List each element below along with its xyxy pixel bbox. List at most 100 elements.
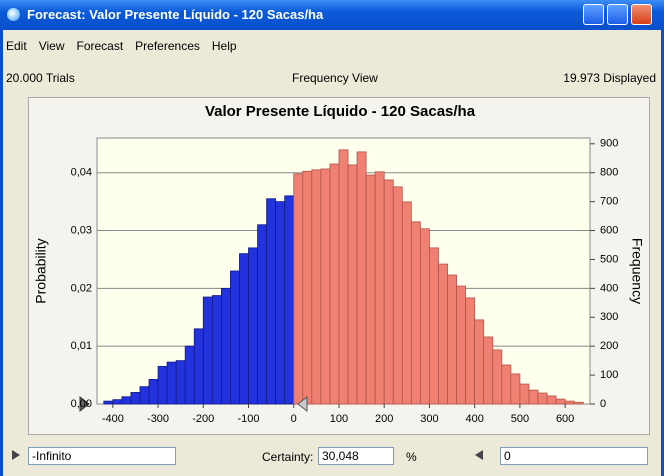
y2-tick-label: 0 [600, 398, 606, 410]
y-tick-label: 0,01 [71, 340, 92, 352]
histogram-bar [166, 361, 177, 405]
y-tick-label: 0,03 [71, 224, 92, 236]
x-tick-label: 500 [511, 413, 529, 425]
y-axis-label: Probability [33, 238, 49, 303]
histogram-bar [501, 364, 512, 405]
histogram-bar [175, 360, 186, 405]
histogram-bar [429, 247, 439, 405]
histogram-bar [410, 221, 421, 405]
histogram-bar [112, 399, 123, 405]
certainty-label: Certainty: [262, 450, 314, 464]
histogram-bar [211, 295, 222, 405]
menu-item[interactable]: Forecast [76, 39, 124, 53]
app-icon [7, 8, 20, 21]
histogram-bar [528, 389, 539, 405]
histogram-bar [338, 149, 349, 405]
certainty-input[interactable]: 30,048 [318, 447, 394, 465]
x-tick-label: -200 [192, 413, 214, 425]
histogram-bar [537, 392, 548, 405]
displayed: 19.973 Displayed [563, 71, 656, 85]
histogram-bar [230, 270, 240, 405]
histogram-bar [184, 345, 195, 405]
y2-tick-label: 200 [600, 340, 618, 352]
histogram-bar [139, 386, 150, 405]
view-mode: Frequency View [292, 71, 378, 85]
histogram-bar [510, 373, 521, 405]
window-frame [0, 30, 664, 476]
y2-tick-label: 300 [600, 311, 618, 323]
histogram-bar [202, 296, 213, 405]
histogram-bar [383, 179, 394, 405]
histogram-bar [148, 379, 159, 405]
histogram-bar [293, 173, 304, 405]
histogram-bar [456, 285, 467, 405]
y2-tick-label: 800 [600, 167, 618, 179]
histogram-bar [419, 228, 430, 405]
histogram-bar [465, 297, 476, 405]
histogram-bar [519, 383, 530, 405]
histogram-bar [474, 319, 485, 405]
histogram-bar [573, 401, 584, 405]
histogram-bar [311, 169, 322, 405]
histogram-bar [266, 198, 277, 405]
histogram-bar [302, 170, 313, 405]
histogram-bar [239, 253, 249, 405]
histogram-bar [284, 195, 295, 405]
histogram-bar [564, 400, 575, 405]
histogram-bar [555, 398, 566, 405]
lower-arrow[interactable] [12, 450, 20, 460]
histogram-bar [193, 328, 204, 405]
menu-item[interactable]: View [38, 39, 65, 53]
histogram-bar [121, 396, 132, 405]
histogram-bar [365, 174, 376, 405]
histogram-bar [447, 274, 457, 405]
chart-title: Valor Presente Líquido - 120 Sacas/ha [205, 103, 476, 120]
histogram-bar [492, 349, 503, 405]
x-tick-label: 0 [291, 413, 297, 425]
y-tick-label: 0,00 [71, 398, 92, 410]
y2-tick-label: 100 [600, 369, 618, 381]
histogram-bar [401, 201, 412, 405]
histogram-bar [392, 186, 403, 405]
histogram-bar [103, 400, 114, 405]
menu-item[interactable]: Help [211, 39, 237, 53]
y2-axis-label: Frequency [629, 238, 645, 304]
histogram-bar [157, 366, 168, 405]
y2-tick-label: 400 [600, 282, 618, 294]
y2-tick-label: 500 [600, 253, 618, 265]
y2-tick-label: 700 [600, 196, 618, 208]
x-tick-label: 300 [420, 413, 438, 425]
x-tick-label: 200 [375, 413, 393, 425]
title-bar: Forecast: Valor Presente Líquido - 120 S… [0, 0, 664, 30]
minimize-button[interactable] [583, 4, 604, 25]
histogram-bar [546, 395, 557, 405]
histogram-bar [356, 151, 367, 405]
x-tick-label: -100 [238, 413, 260, 425]
certainty-unit: % [406, 450, 417, 464]
histogram-bar [257, 224, 268, 405]
close-button[interactable] [631, 4, 652, 25]
y2-tick-label: 900 [600, 138, 618, 150]
menu-item[interactable]: Edit [6, 39, 27, 53]
histogram-bar [275, 201, 286, 405]
upper-grabber[interactable] [297, 395, 308, 413]
histogram-bar [329, 163, 340, 405]
lower-grabber[interactable] [79, 395, 90, 413]
histogram-bar [347, 164, 358, 405]
x-tick-label: -400 [102, 413, 124, 425]
upper-bound-input[interactable]: 0 [500, 447, 648, 465]
window-title: Forecast: Valor Presente Líquido - 120 S… [27, 7, 324, 22]
y2-tick-label: 600 [600, 224, 618, 236]
maximize-button[interactable] [607, 4, 628, 25]
upper-arrow[interactable] [475, 450, 483, 460]
y-tick-label: 0,02 [71, 282, 92, 294]
lower-bound-input[interactable]: -Infinito [28, 447, 176, 465]
menu-bar: Edit View Forecast Preferences Help [6, 39, 249, 53]
histogram-bar [438, 263, 448, 405]
histogram-bar [374, 171, 385, 405]
menu-item[interactable]: Preferences [135, 39, 200, 53]
histogram-bar [220, 287, 231, 405]
x-tick-label: 400 [465, 413, 483, 425]
